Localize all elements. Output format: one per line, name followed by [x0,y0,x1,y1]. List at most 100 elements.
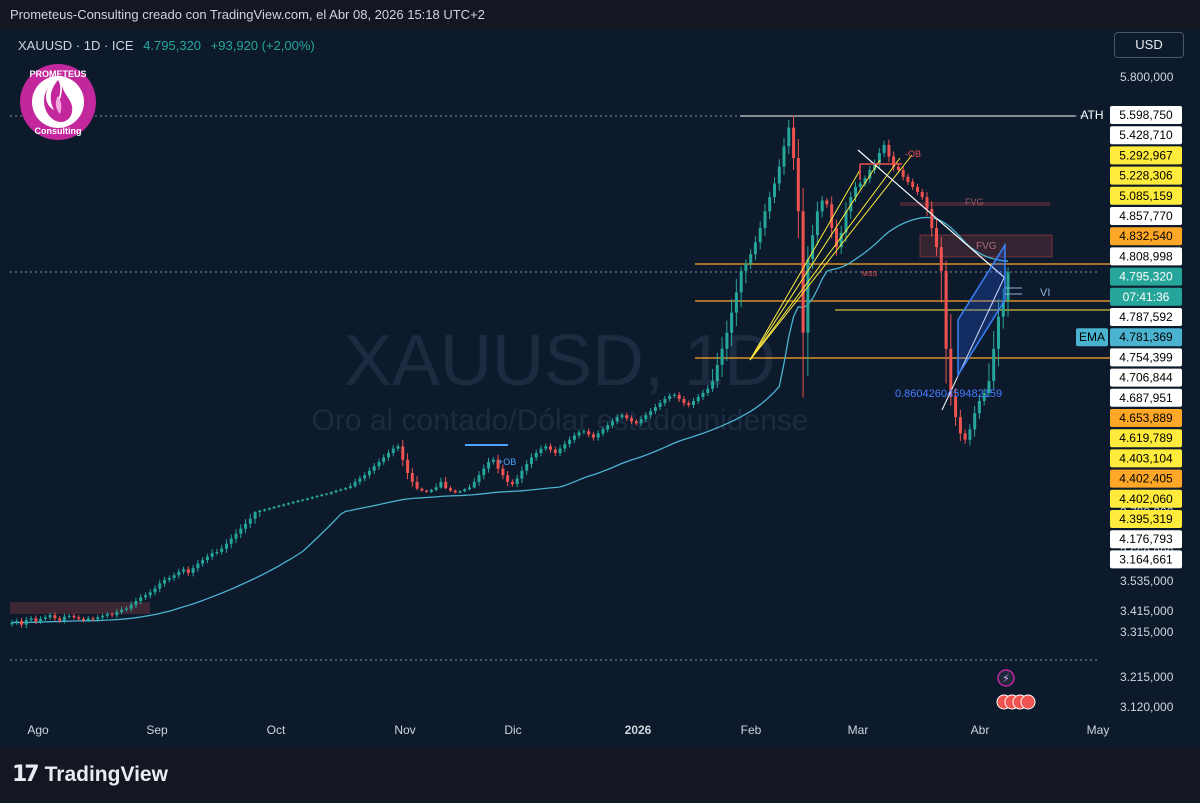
candle [954,388,958,426]
candle-body [20,620,24,625]
candle [282,503,286,507]
trend-line-white [941,277,1005,411]
x-tick-label: Abr [971,723,990,737]
candle-body [744,263,748,271]
candle [601,426,605,437]
candle-body [420,488,424,491]
candle [520,466,524,484]
prometeus-logo: PROMETEUS Consulting [20,64,96,140]
candle-body [563,444,567,449]
candle [220,544,224,555]
candle [420,487,424,492]
candle [687,400,691,408]
candle-body [868,170,872,179]
price-tag-bg [1110,388,1182,407]
x-tick-label: May [1087,723,1110,737]
candle-body [820,200,824,212]
candle [858,180,862,190]
candle-body [534,453,538,458]
candle [72,613,76,620]
candle-body [896,166,900,170]
candle-body [977,401,981,414]
currency-button[interactable]: USD [1114,32,1184,58]
candle [201,557,205,567]
candle [787,119,791,155]
candle-body [34,618,38,622]
candle-body [696,396,700,401]
price-tag: 4.176,793 [1110,530,1182,549]
candle [558,445,562,457]
price-tag-text: 07:41:36 [1123,290,1170,304]
candle-body [58,618,62,621]
candle [410,468,414,487]
price-tag-bg [1110,308,1182,326]
candle [434,483,438,492]
price-tag: 4.787,592 [1110,308,1182,326]
candle [977,395,981,420]
lightning-icon: ⚡ [1002,672,1010,685]
price-tag-text: 4.795,320 [1119,270,1173,284]
candle-body [530,457,533,465]
candle-body [549,446,552,450]
chart-frame[interactable]: XAUUSD, 1D Oro al contado/Dólar estadoun… [0,30,1200,748]
rising-channel [957,242,1006,378]
price-labels: 5.598,750 ATH 5.428,710 5.292,967 5.228,306 5… [996,106,1182,710]
candle-body [763,211,767,228]
time-axis[interactable]: Ago Sep Oct Nov Dic 2026 Feb Mar Abr May [27,723,1109,737]
candle-body [687,403,691,405]
candle [148,589,152,599]
price-tag-text: 4.402,405 [1119,472,1173,486]
candle [296,499,300,503]
candle [982,388,986,406]
candle [916,183,919,196]
candle [839,225,843,254]
candle [572,432,576,444]
price-tag-text: 4.832,540 [1119,229,1173,243]
candle-body [830,204,834,228]
tradingview-logo[interactable]: 17 TradingView [12,762,168,787]
price-tag-bg [1110,126,1182,145]
candle-body [186,569,190,573]
candle-body [682,399,686,404]
candle [715,352,719,388]
candle [1006,267,1010,317]
candle [372,463,376,475]
symbol-line: XAUUSD · 1D · ICE 4.795,320 +93,920 (+2,… [18,38,315,53]
candle-body [134,601,138,605]
price-tag-text: 5.598,750 [1119,108,1173,122]
candle [439,477,443,489]
candle [239,524,243,539]
price-tag: 4.395,319 [1110,510,1182,528]
candle [811,224,815,270]
candle-body [177,571,181,576]
price-tag: 4.619,789 [1110,429,1182,448]
candle [267,507,271,511]
candle [29,616,33,623]
candle [668,393,672,402]
price-tag-text: 4.754,399 [1119,350,1173,364]
x-tick-label: Ago [27,723,49,737]
candle [491,457,495,465]
price-axis[interactable]: 5.800,0003.780,0003.660,0003.535,0003.41… [1120,70,1174,714]
candle-body [382,457,386,462]
symbol-change: +93,920 (+2,00%) [210,38,315,53]
candle [406,453,410,480]
footer: 17 TradingView [0,748,1200,803]
candle-body [596,433,600,438]
candle [205,553,209,564]
candle [630,415,633,424]
candle-body [958,417,962,434]
price-tag-text: 5.228,306 [1119,169,1173,183]
candle-body [220,548,224,552]
candle-body [43,617,47,619]
x-tick-label: Mar [848,723,869,737]
candle [763,203,767,236]
candle [720,336,724,378]
candle-body [267,508,271,510]
candlestick-chart[interactable]: XAUUSD, 1D Oro al contado/Dólar estadoun… [0,30,1200,748]
price-tag: 5.428,710 [1110,126,1182,145]
tradingview-brand: TradingView [44,762,168,786]
candle-body [148,592,152,596]
candle-body [77,617,81,619]
fvg-label-lower: FVG [976,241,997,252]
